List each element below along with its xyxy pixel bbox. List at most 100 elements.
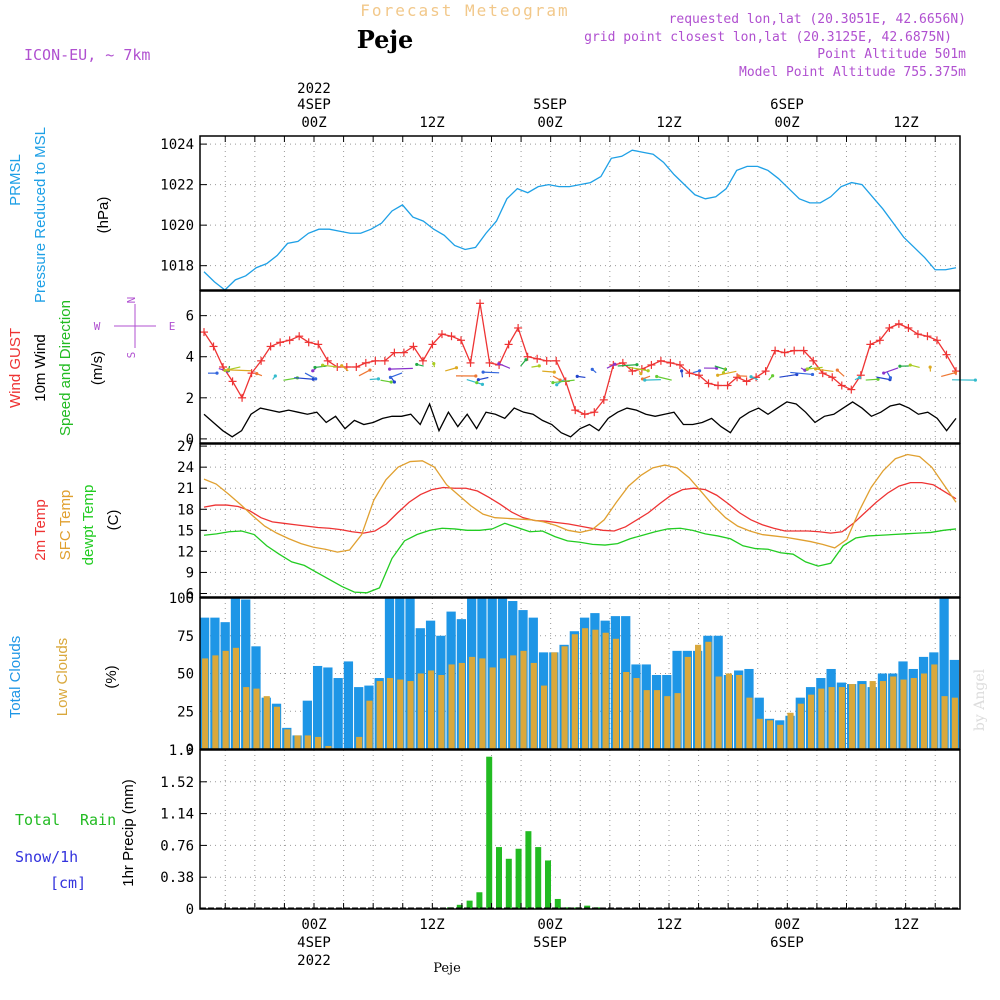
wind-arrow — [717, 370, 737, 376]
total-cloud-bar — [343, 661, 354, 749]
wind-arrow-head — [771, 374, 775, 378]
series-line — [203, 303, 957, 415]
series-line — [203, 522, 957, 594]
bottom-date-label: 5SEP — [533, 935, 567, 951]
y-tick-label: 15 — [177, 523, 194, 539]
bottom-time-label: 00Z — [537, 917, 562, 933]
low-cloud-bar — [530, 662, 537, 749]
low-cloud-bar — [458, 662, 465, 749]
low-cloud-bar — [838, 687, 845, 749]
low-cloud-bar — [253, 688, 260, 749]
low-cloud-bar — [499, 658, 507, 749]
wind-arrow-head — [882, 371, 886, 375]
rain-bar — [545, 860, 551, 909]
wind-arrow-head — [376, 377, 381, 381]
low-cloud-bar — [777, 724, 784, 749]
wind-arrow-head — [415, 362, 419, 367]
wind-arrow-head — [432, 361, 436, 366]
low-cloud-bar — [592, 629, 599, 749]
point-altitude: Point Altitude 501m — [817, 47, 966, 62]
top-time-label: 12Z — [656, 115, 681, 131]
low-clouds-label: Low Clouds — [54, 638, 71, 716]
rain-bar — [554, 898, 561, 909]
wind-arrow-head — [555, 383, 559, 387]
wind-arrow-head — [646, 369, 650, 373]
y-tick-label: 1024 — [160, 137, 194, 153]
footer-location: Peje — [433, 961, 461, 976]
low-cloud-bar — [725, 673, 732, 749]
wind-label: 10m Wind — [32, 334, 49, 402]
top-time-label: 12Z — [893, 115, 918, 131]
location-title: Peje — [357, 25, 414, 54]
wind-arrow-head — [537, 364, 541, 368]
temp-unit-label: (C) — [105, 510, 122, 531]
total-rain-label: Total — [15, 811, 60, 829]
wind-arrow-head — [368, 368, 372, 372]
series-line — [203, 481, 957, 534]
y-tick-label: 0.38 — [160, 870, 194, 886]
wind-arrow-head — [635, 363, 639, 367]
y-tick-label: 1.52 — [160, 775, 194, 791]
wind-arrow-head — [898, 364, 902, 368]
compass-rose: N W E S — [94, 297, 176, 359]
rain-bar — [584, 905, 591, 909]
low-cloud-bar — [941, 696, 948, 749]
low-cloud-bar — [818, 688, 825, 749]
low-cloud-bar — [705, 641, 712, 749]
pressure-desc-label: Pressure Reduced to MSL — [32, 127, 49, 303]
panel-frame — [199, 597, 961, 750]
y-tick-label: 6 — [186, 586, 194, 602]
y-tick-label: 75 — [177, 629, 194, 645]
wind-arrow-head — [749, 375, 753, 379]
compass-e: E — [169, 320, 176, 333]
rain-bar — [486, 756, 493, 909]
wind-arrow — [294, 377, 314, 380]
wind-arrow — [380, 379, 392, 383]
top-time-label: 12Z — [419, 115, 444, 131]
y-tick-label: 2 — [186, 391, 194, 407]
forecast-title: Forecast Meteogram — [360, 1, 569, 20]
bottom-date-label: 6SEP — [770, 935, 804, 951]
wind-arrow — [552, 379, 575, 384]
low-cloud-bar — [232, 647, 240, 749]
low-cloud-bar — [469, 656, 476, 749]
low-cloud-bar — [428, 670, 435, 749]
y-tick-label: 1.14 — [160, 807, 194, 823]
panel-frame — [199, 443, 961, 598]
wind-arrow-head — [697, 369, 702, 373]
wind-arrow-head — [908, 363, 912, 367]
wind-arrow-head — [475, 381, 479, 385]
low-cloud-bar — [284, 729, 291, 749]
total-cloud-bar — [302, 700, 312, 749]
low-cloud-bar — [879, 681, 887, 749]
bottom-time-label: 12Z — [656, 917, 681, 933]
wind-arrow-head — [255, 372, 259, 376]
wind-arrow-head — [813, 367, 818, 371]
wind-arrow — [876, 376, 891, 381]
wind-arrow — [656, 375, 672, 381]
snow-label: Snow/1h — [15, 848, 78, 866]
series-line — [203, 149, 957, 291]
wind-arrow — [322, 364, 338, 368]
low-cloud-bar — [438, 675, 445, 749]
wind-arrow-head — [805, 367, 810, 371]
low-cloud-bar — [315, 736, 322, 749]
y-tick-label: 12 — [177, 544, 194, 560]
low-cloud-bar — [356, 736, 363, 749]
low-cloud-bar — [653, 690, 661, 749]
wind-arrow-head — [524, 358, 528, 362]
wind-arrow — [390, 372, 403, 378]
rain-bar — [466, 900, 473, 909]
top-time-label: 00Z — [537, 115, 562, 131]
low-cloud-bar — [643, 690, 650, 749]
low-cloud-bar — [551, 652, 558, 749]
bottom-year-label: 2022 — [297, 953, 331, 969]
wind-arrow-head — [835, 368, 839, 372]
low-cloud-bar — [202, 658, 209, 749]
bottom-time-label: 12Z — [419, 917, 444, 933]
low-cloud-bar — [479, 658, 486, 749]
wind-arrow-head — [928, 365, 932, 369]
low-cloud-bar — [736, 675, 743, 749]
wind-arrow-head — [226, 368, 230, 372]
low-cloud-bar — [222, 650, 229, 749]
